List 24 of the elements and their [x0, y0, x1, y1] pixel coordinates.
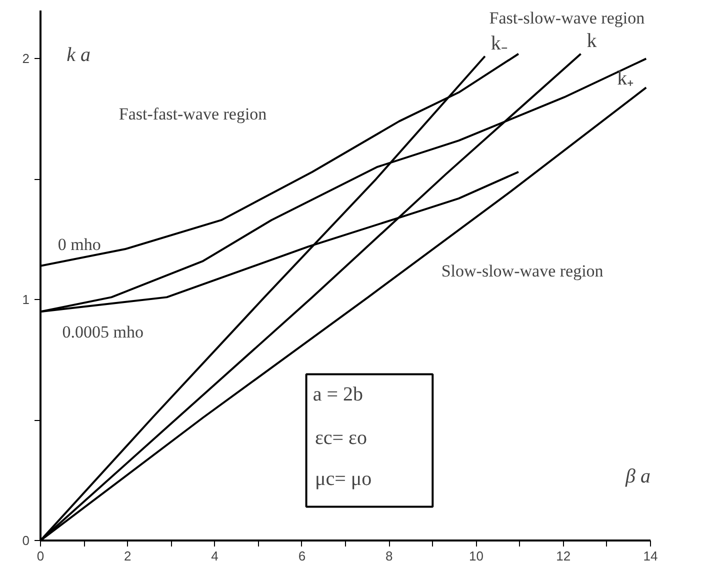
annotation: μc= μo	[315, 468, 372, 490]
y-tick-label: 2	[22, 51, 30, 66]
annotation: Fast-fast-wave region	[118, 104, 268, 124]
x-tick-label: 4	[211, 548, 218, 564]
x-tick-label: 8	[385, 548, 393, 564]
series-label: k₋	[490, 32, 508, 54]
annotation: Slow-slow-wave region	[441, 261, 604, 280]
annotation: Fast-slow-wave region	[489, 8, 646, 28]
x-tick-label: 12	[556, 548, 571, 564]
x-tick-label: 2	[124, 548, 132, 564]
y-tick-label: 0	[22, 533, 30, 548]
annotation: a = 2b	[312, 384, 363, 406]
x-tick-label: 14	[643, 548, 658, 564]
x-axis-title: β a	[624, 466, 651, 488]
annotation: 0 mho	[58, 234, 101, 254]
x-tick-label: 6	[298, 548, 306, 564]
y-axis-title: k a	[66, 44, 91, 66]
x-tick-label: 10	[468, 548, 484, 564]
annotation: εc= εo	[315, 426, 367, 449]
series-label: k₊	[617, 68, 634, 90]
series-label: k	[586, 30, 597, 52]
x-tick-label: 0	[36, 548, 44, 564]
annotation: 0.0005 mho	[62, 322, 144, 342]
y-tick-label: 1	[22, 292, 30, 308]
